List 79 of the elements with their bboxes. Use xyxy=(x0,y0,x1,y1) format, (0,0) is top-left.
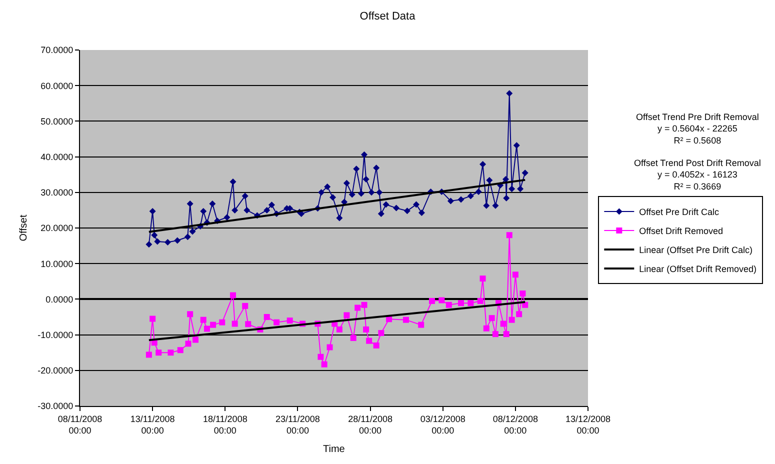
x-axis-title: Time xyxy=(323,444,346,455)
y-tick-label: -10.0000 xyxy=(38,330,74,340)
point xyxy=(219,319,226,326)
point xyxy=(468,300,474,306)
text: Offset Trend Post Drift Removal y = 0.4052x - 16123 R² = 0.3669 xyxy=(634,158,761,192)
x-tick-label: 23/11/2008 00:00 xyxy=(276,414,320,436)
point xyxy=(230,292,236,298)
point xyxy=(264,314,270,320)
point xyxy=(512,272,518,278)
point xyxy=(366,338,372,344)
point xyxy=(326,344,333,350)
point xyxy=(500,320,506,327)
point xyxy=(477,298,484,304)
x-tick-label: 08/11/2008 00:00 xyxy=(58,414,102,436)
point xyxy=(418,322,424,328)
chart-title: Offset Data xyxy=(360,10,416,22)
y-tick-label: 40.0000 xyxy=(40,152,74,162)
y-tick-label: -30.0000 xyxy=(38,401,74,412)
point xyxy=(492,331,498,338)
point xyxy=(245,321,252,328)
point xyxy=(506,232,512,238)
x-tick-label: 28/11/2008 00:00 xyxy=(348,414,392,436)
point xyxy=(488,315,495,322)
point xyxy=(363,326,370,332)
legend-label: Offset Pre Drift Calc xyxy=(639,206,720,217)
y-axis-title: Offset xyxy=(18,214,30,242)
point xyxy=(344,312,350,318)
point xyxy=(354,304,361,311)
point xyxy=(438,297,445,304)
x-tick-label: 13/11/2008 00:00 xyxy=(130,414,175,436)
point xyxy=(446,302,452,308)
text: Offset Trend Pre Drift Removal y = 0.5604x - 22265 R² = 0.5608 xyxy=(636,112,759,146)
y-tick-label: -20.0000 xyxy=(38,366,74,376)
x-tick-label: 13/12/2008 00:00 xyxy=(565,414,611,436)
legend-label: Linear (Offset Drift Removed) xyxy=(639,264,757,274)
point xyxy=(200,316,206,323)
point xyxy=(177,347,184,354)
point xyxy=(286,318,293,324)
point xyxy=(402,316,409,323)
point xyxy=(458,300,464,306)
point xyxy=(361,302,368,308)
y-tick-label: 60.0000 xyxy=(40,80,74,91)
point xyxy=(187,311,194,318)
point xyxy=(150,316,156,322)
point xyxy=(156,350,162,356)
point xyxy=(321,361,328,368)
point xyxy=(185,340,192,347)
point xyxy=(373,342,380,348)
point xyxy=(274,319,280,326)
point xyxy=(516,311,522,318)
x-tick-label: 08/12/2008 00:00 xyxy=(492,414,538,436)
point xyxy=(336,326,342,332)
point xyxy=(483,325,490,332)
point xyxy=(520,290,526,296)
y-tick-label: 20.0000 xyxy=(40,223,74,234)
point xyxy=(168,350,174,356)
x-tick-label: 03/12/2008 00:00 xyxy=(420,414,466,436)
point xyxy=(378,330,384,336)
point xyxy=(503,331,510,338)
point xyxy=(350,335,356,341)
point xyxy=(508,316,515,323)
point xyxy=(146,352,152,358)
point xyxy=(192,336,199,343)
y-tick-label: 10.0000 xyxy=(40,258,74,269)
point xyxy=(480,276,486,282)
point xyxy=(522,302,528,308)
y-tick-label: 50.0000 xyxy=(40,116,74,126)
legend-label: Linear (Offset Pre Drift Calc) xyxy=(639,244,753,255)
point xyxy=(318,354,324,360)
point xyxy=(428,298,435,304)
point xyxy=(242,302,248,309)
y-tick-label: 30.0000 xyxy=(40,188,74,198)
y-tick-label: 70.0000 xyxy=(40,45,74,56)
x-tick-label: 18/11/2008 00:00 xyxy=(202,414,248,436)
point xyxy=(204,326,210,332)
legend-label: Offset Drift Removed xyxy=(639,226,724,236)
point xyxy=(210,322,216,328)
point xyxy=(232,320,238,327)
y-tick-label: 0.0000 xyxy=(46,294,74,304)
